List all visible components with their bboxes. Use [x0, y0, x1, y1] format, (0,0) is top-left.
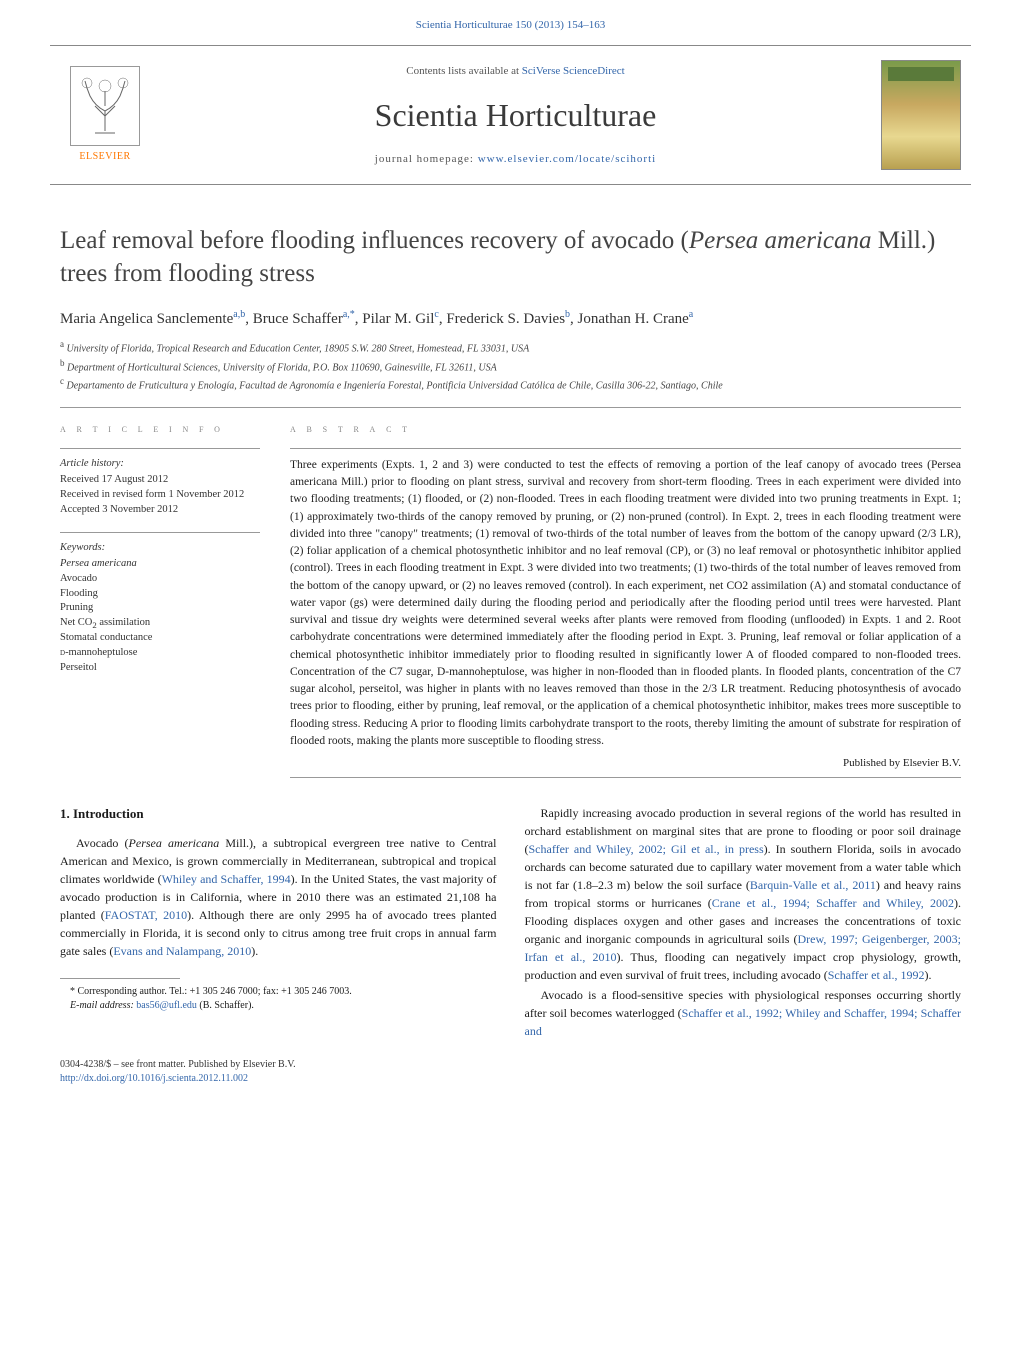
corresponding-author-footnote: * Corresponding author. Tel.: +1 305 246… [60, 985, 497, 999]
kw-6: Stomatal conductance [60, 631, 260, 646]
p1-pre: Avocado ( [76, 836, 129, 850]
intro-para-3: Avocado is a flood-sensitive species wit… [525, 986, 962, 1040]
sciencedirect-link[interactable]: SciVerse ScienceDirect [522, 65, 625, 77]
journal-homepage-link[interactable]: www.elsevier.com/locate/scihorti [478, 153, 657, 165]
author-1-aff: a,b [233, 309, 245, 320]
abstract-column: a b s t r a c t Three experiments (Expts… [290, 422, 961, 778]
contents-available-line: Contents lists available at SciVerse Sci… [160, 64, 871, 79]
authors-line: Maria Angelica Sanclementea,b, Bruce Sch… [60, 308, 961, 330]
keywords-label: Keywords: [60, 541, 260, 556]
aff-c-text: Departamento de Fruticultura y Enología,… [67, 380, 723, 391]
abstract-text: Three experiments (Expts. 1, 2 and 3) we… [290, 448, 961, 750]
ref-faostat-2010[interactable]: FAOSTAT, 2010 [105, 908, 187, 922]
received-line: Received 17 August 2012 [60, 473, 260, 488]
title-species: Persea americana [689, 227, 872, 254]
cover-image [881, 60, 961, 170]
journal-center: Contents lists available at SciVerse Sci… [160, 46, 871, 184]
journal-name: Scientia Horticulturae [160, 93, 871, 138]
article-title-block: Leaf removal before flooding influences … [60, 225, 961, 290]
email-tail: (B. Schaffer). [197, 1000, 254, 1011]
aff-b-text: Department of Horticultural Sciences, Un… [67, 362, 497, 373]
author-3: Pilar M. Gil [362, 311, 434, 327]
kw-4: Pruning [60, 601, 260, 616]
email-label: E-mail address: [70, 1000, 136, 1011]
divider-top [60, 407, 961, 408]
body-columns: 1. Introduction Avocado (Persea american… [60, 804, 961, 1042]
affiliation-b: b Department of Horticultural Sciences, … [60, 357, 961, 375]
journal-cover-thumb [871, 46, 971, 184]
email-footnote: E-mail address: bas56@ufl.edu (B. Schaff… [60, 999, 497, 1013]
p1-species: Persea americana [129, 836, 220, 850]
ref-barquin-valle-2011[interactable]: Barquin-Valle et al., 2011 [750, 878, 876, 892]
p2-end: ). [925, 968, 932, 982]
ref-whiley-schaffer-1994[interactable]: Whiley and Schaffer, 1994 [162, 872, 291, 886]
author-3-aff: c [434, 309, 438, 320]
abstract-head: a b s t r a c t [290, 422, 961, 437]
affiliations: a University of Florida, Tropical Resear… [60, 338, 961, 393]
doi-line: http://dx.doi.org/10.1016/j.scienta.2012… [60, 1072, 961, 1086]
author-4: Frederick S. Davies [446, 311, 565, 327]
body-column-right: Rapidly increasing avocado production in… [525, 804, 962, 1042]
email-link[interactable]: bas56@ufl.edu [136, 1000, 197, 1011]
intro-para-2: Rapidly increasing avocado production in… [525, 804, 962, 984]
affiliation-a: a University of Florida, Tropical Resear… [60, 338, 961, 356]
article-info-column: a r t i c l e i n f o Article history: R… [60, 422, 260, 778]
bottom-block: 0304-4238/$ – see front matter. Publishe… [60, 1058, 961, 1086]
body-column-left: 1. Introduction Avocado (Persea american… [60, 804, 497, 1042]
article-info-head: a r t i c l e i n f o [60, 422, 260, 437]
ref-crane-schaffer[interactable]: Crane et al., 1994; Schaffer and Whiley,… [712, 896, 954, 910]
elsevier-tree-icon [70, 66, 140, 146]
keywords-section: Keywords: Persea americana Avocado Flood… [60, 532, 260, 676]
author-2: Bruce Schaffer [253, 311, 343, 327]
article-history: Article history: Received 17 August 2012… [60, 448, 260, 518]
masthead: ELSEVIER Contents lists available at Sci… [50, 45, 971, 185]
ref-schaffer-1992[interactable]: Schaffer et al., 1992 [828, 968, 925, 982]
aff-a-text: University of Florida, Tropical Research… [67, 344, 530, 355]
author-5-aff: a [689, 309, 693, 320]
revised-line: Received in revised form 1 November 2012 [60, 488, 260, 503]
header-citation: Scientia Horticulturae 150 (2013) 154–16… [0, 0, 1021, 45]
section-1-head: 1. Introduction [60, 804, 497, 824]
ref-evans-nalampang-2010[interactable]: Evans and Nalampang, 2010 [113, 944, 251, 958]
info-abstract-row: a r t i c l e i n f o Article history: R… [60, 422, 961, 778]
issn-line: 0304-4238/$ – see front matter. Publishe… [60, 1058, 961, 1072]
homepage-prefix: journal homepage: [375, 153, 478, 165]
elsevier-wordmark: ELSEVIER [79, 150, 130, 164]
author-4-aff: b [565, 309, 570, 320]
kw-1: Persea americana [60, 558, 137, 569]
p1-end: ). [251, 944, 258, 958]
history-label: Article history: [60, 457, 260, 472]
author-5: Jonathan H. Crane [578, 311, 689, 327]
kw-2: Avocado [60, 572, 260, 587]
doi-link[interactable]: http://dx.doi.org/10.1016/j.scienta.2012… [60, 1073, 248, 1084]
kw-5: Net CO2 assimilation [60, 616, 260, 631]
accepted-line: Accepted 3 November 2012 [60, 503, 260, 518]
kw-3: Flooding [60, 587, 260, 602]
contents-prefix: Contents lists available at [406, 65, 521, 77]
published-by-line: Published by Elsevier B.V. [290, 756, 961, 771]
affiliation-c: c Departamento de Fruticultura y Enologí… [60, 375, 961, 393]
kw-7: d-mannoheptulose [60, 646, 260, 661]
footnote-rule [60, 978, 180, 979]
abstract-bottom-rule [290, 777, 961, 778]
article-title: Leaf removal before flooding influences … [60, 225, 961, 290]
intro-para-1: Avocado (Persea americana Mill.), a subt… [60, 834, 497, 960]
elsevier-logo: ELSEVIER [50, 46, 160, 184]
kw-8: Perseitol [60, 661, 260, 676]
ref-schaffer-whiley-gil[interactable]: Schaffer and Whiley, 2002; Gil et al., i… [529, 842, 764, 856]
author-1: Maria Angelica Sanclemente [60, 311, 233, 327]
title-pre: Leaf removal before flooding influences … [60, 227, 689, 254]
journal-homepage-line: journal homepage: www.elsevier.com/locat… [160, 152, 871, 167]
author-2-aff: a,* [343, 309, 355, 320]
